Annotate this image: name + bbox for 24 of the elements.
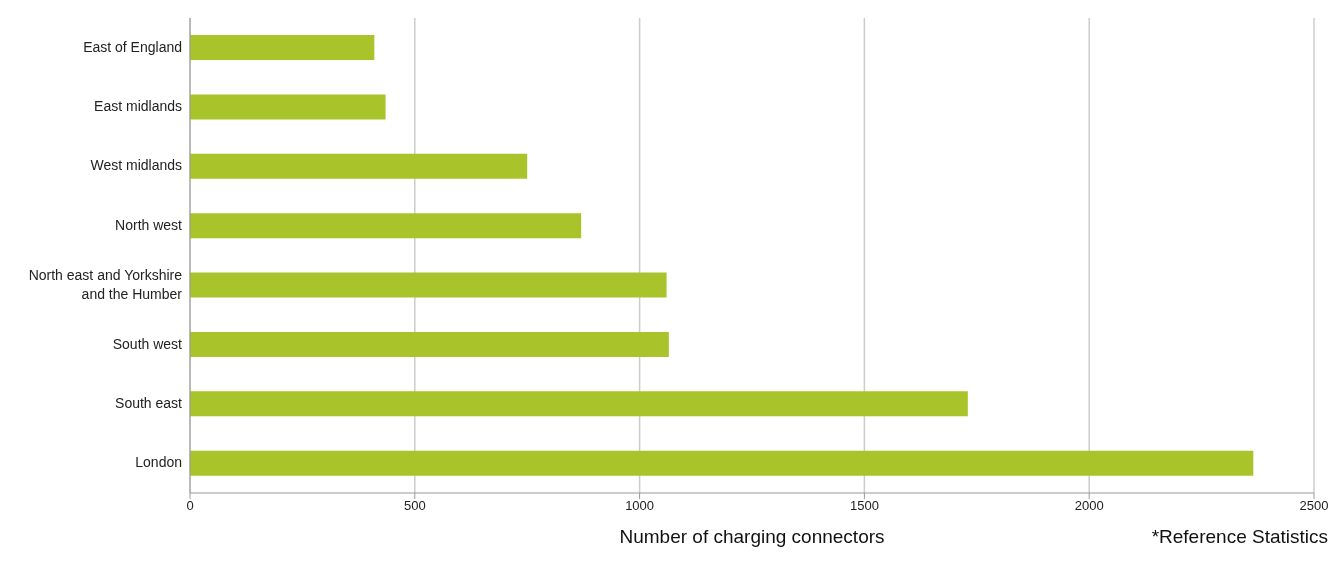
y-tick-label: North east and Yorkshire and the Humber — [28, 266, 183, 302]
y-tick-label: South east — [115, 394, 183, 411]
bar — [190, 94, 386, 120]
bar — [190, 153, 528, 179]
y-tick-label: London — [135, 454, 182, 471]
y-tick-label: West midlands — [90, 157, 182, 174]
bar — [190, 450, 1254, 476]
y-tick-label: East midlands — [94, 97, 182, 114]
x-tick-label: 0 — [186, 498, 194, 514]
bar — [190, 35, 375, 60]
bar — [190, 272, 667, 298]
bar — [190, 331, 669, 357]
bar — [190, 213, 582, 239]
bar — [190, 391, 968, 417]
y-tick-label: South west — [112, 335, 183, 352]
y-tick-label: North west — [115, 216, 183, 233]
x-tick-label: 1000 — [625, 498, 655, 514]
x-tick-label: 2500 — [1299, 498, 1329, 514]
x-tick-label: 1500 — [849, 498, 879, 514]
x-tick-label: 2000 — [1074, 498, 1104, 514]
text: *Reference Statistics — [1151, 526, 1328, 548]
x-tick-label: 500 — [403, 498, 426, 514]
y-tick-label: East of England — [83, 38, 182, 55]
x-axis-title: Number of charging connectors — [619, 526, 885, 547]
